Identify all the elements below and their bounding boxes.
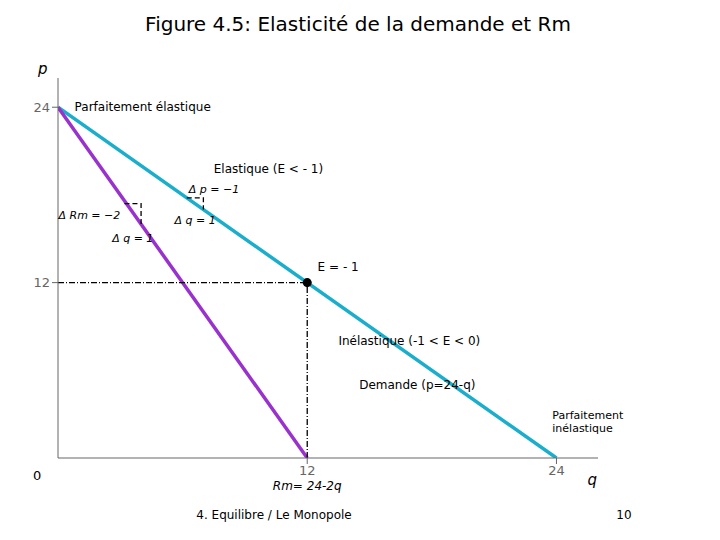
svg-text:Parfaitement élastique: Parfaitement élastique xyxy=(75,100,211,114)
svg-text:12: 12 xyxy=(299,463,316,478)
svg-text:Demande (p=24-q): Demande (p=24-q) xyxy=(359,378,475,392)
svg-text:Δ q = 1: Δ q = 1 xyxy=(173,214,215,227)
svg-text:Parfaitementinélastique: Parfaitementinélastique xyxy=(552,409,624,435)
svg-text:q: q xyxy=(588,471,598,489)
svg-text:24: 24 xyxy=(33,100,50,115)
svg-text:Elastique (E < - 1): Elastique (E < - 1) xyxy=(214,162,323,176)
svg-text:12: 12 xyxy=(33,275,50,290)
svg-text:Δ q = 1: Δ q = 1 xyxy=(111,232,153,245)
svg-text:0: 0 xyxy=(33,468,41,483)
html-text:4. Equilibre / Le Monopole: 4. Equilibre / Le Monopole xyxy=(196,508,352,522)
svg-text:Rm= 24-2q: Rm= 24-2q xyxy=(273,479,342,493)
svg-text:E = - 1: E = - 1 xyxy=(318,260,359,274)
svg-text:24: 24 xyxy=(548,463,565,478)
svg-text:Δ Rm = −2: Δ Rm = −2 xyxy=(57,209,120,222)
svg-text:Δ p = −1: Δ p = −1 xyxy=(188,183,239,196)
svg-text:p: p xyxy=(37,60,48,78)
html-text:Figure 4.5: Elasticité de la d: Figure 4.5: Elasticité de la demande et … xyxy=(145,12,571,36)
svg-text:Inélastique (-1 < E < 0): Inélastique (-1 < E < 0) xyxy=(338,334,480,348)
html-text:10: 10 xyxy=(616,508,632,522)
